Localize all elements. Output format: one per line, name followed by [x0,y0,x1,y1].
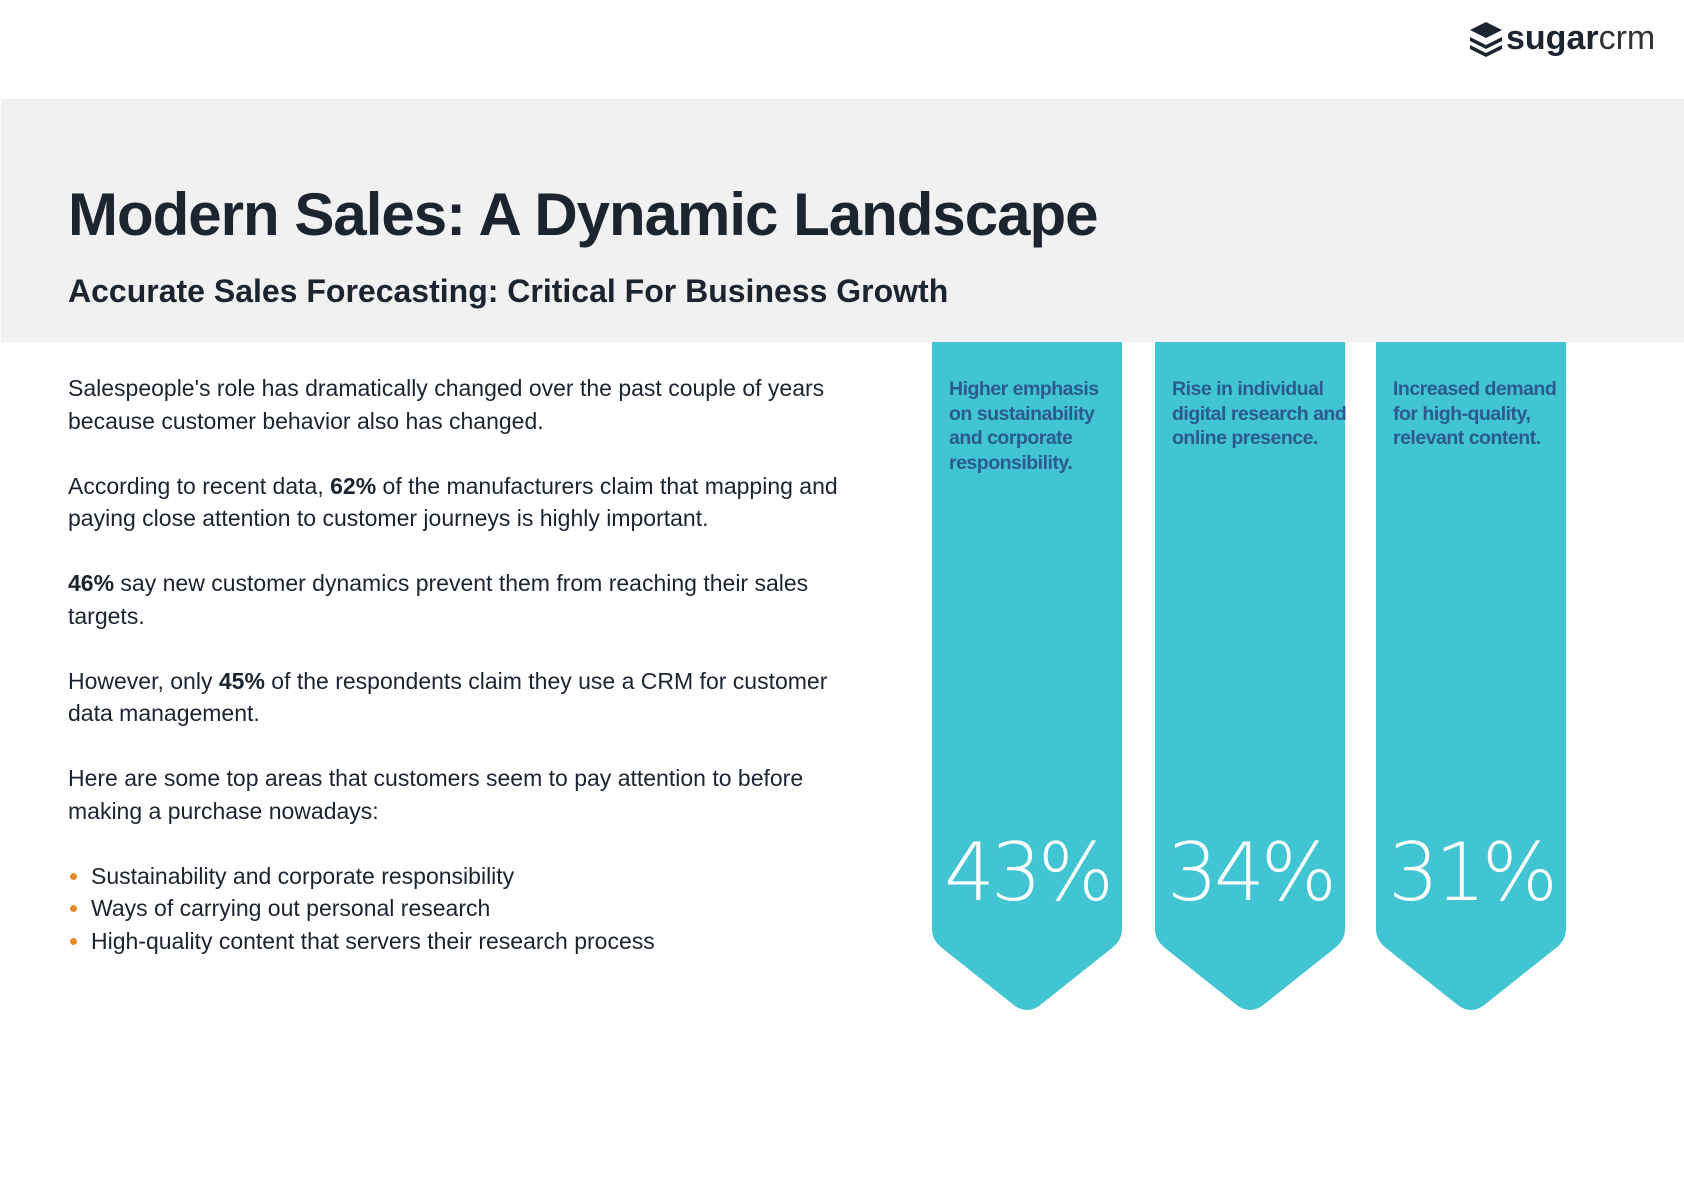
banner-shape [1155,342,1345,1010]
logo: sugar crm [1466,18,1655,58]
text-run: However, only [68,667,219,694]
banner-shape [1376,342,1566,1010]
bullet-item: High-quality content that servers their … [68,925,848,958]
text-run: According to recent data, [68,472,331,499]
bullet-item: Sustainability and corporate responsibil… [68,860,848,893]
paragraph: Here are some top areas that customers s… [68,762,848,827]
text-run: of the respondents claim they use a CRM … [68,667,828,727]
subtitle: Accurate Sales Forecasting: Critical For… [68,273,949,309]
text-run: Salespeople's role has dramatically chan… [68,375,825,434]
text-run: say new customer dynamics prevent them f… [68,570,809,629]
banner-label: Increased demand for high-quality, relev… [1393,378,1557,449]
paragraph: Salespeople's role has dramatically chan… [68,372,848,437]
banner-shape [932,342,1122,1010]
logo-icon [1470,22,1502,57]
bold-text: 45% [218,667,265,694]
bold-text: 62% [330,472,377,499]
logo-light: crm [1598,18,1656,57]
text-run: Here are some top areas that customers s… [68,765,804,824]
bullet-item: Ways of carrying out personal research [68,892,848,925]
banner-percent: 34% [1167,826,1333,919]
paragraph: However, only 45% of the respondents cla… [68,665,848,730]
header-band [1,99,1684,342]
banner-label: Rise in individual digital research and … [1172,378,1347,449]
body-text: Salespeople's role has dramatically chan… [68,372,848,957]
paragraph: 46% say new customer dynamics prevent th… [68,567,848,632]
text-run: of the manufacturers claim that mapping … [68,472,838,532]
logo-bold: sugar [1506,18,1599,57]
bullet-list: Sustainability and corporate responsibil… [68,860,848,958]
paragraph: According to recent data, 62% of the man… [68,470,848,535]
banner-percent: 43% [944,826,1110,919]
banner-percent: 31% [1388,826,1554,919]
bold-text: 46% [68,570,115,596]
banner-label: Higher emphasis on sustainability and co… [949,378,1099,474]
title: Modern Sales: A Dynamic Landscape [68,181,1099,248]
